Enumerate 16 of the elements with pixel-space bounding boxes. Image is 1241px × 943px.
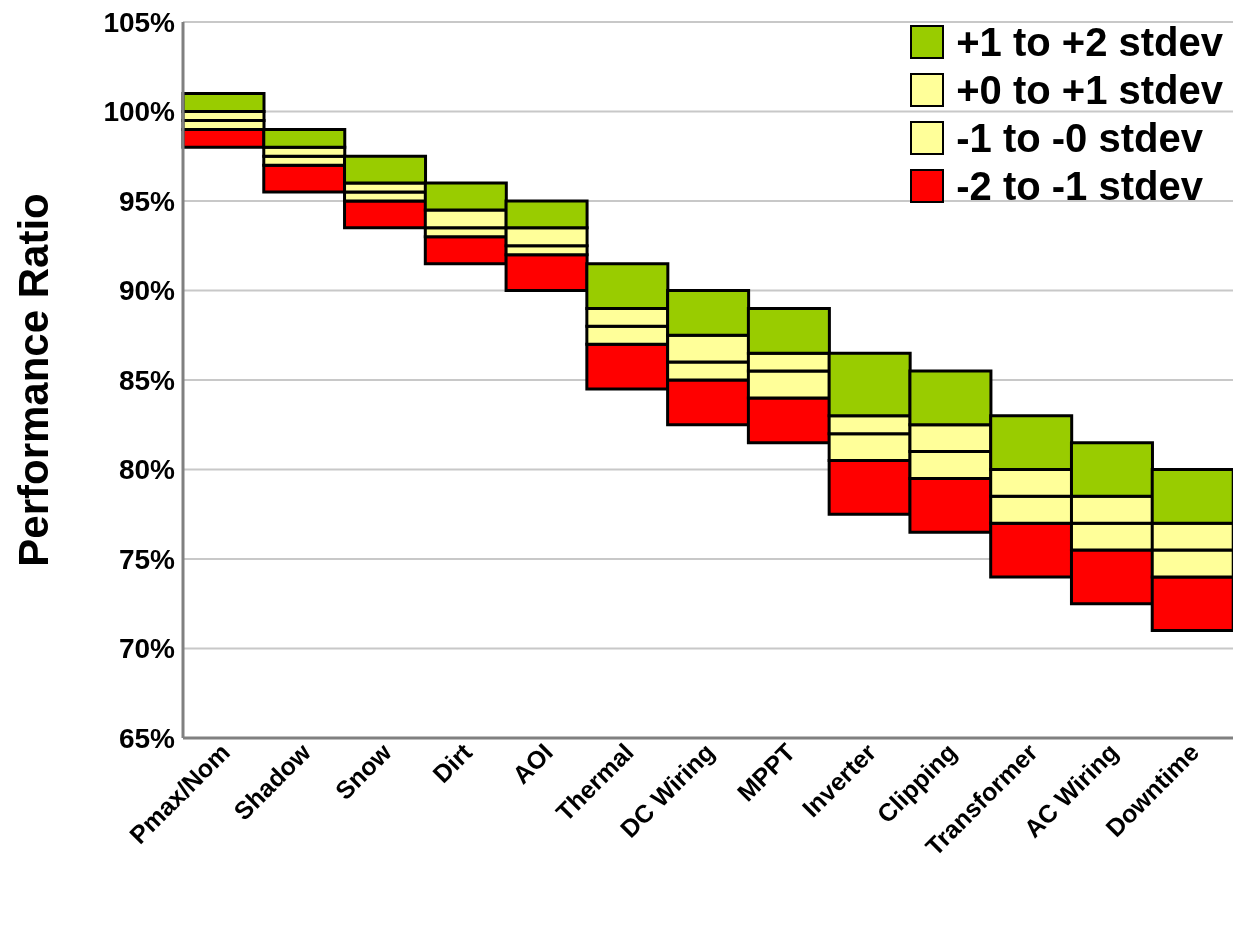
legend-label: +0 to +1 stdev	[956, 67, 1223, 113]
y-tick-label: 65%	[118, 722, 176, 754]
y-tick-label: 90%	[118, 275, 176, 307]
y-tick-label: 70%	[118, 633, 176, 665]
x-tick-label: Dirt	[426, 737, 478, 788]
legend-label: -2 to -1 stdev	[956, 163, 1203, 209]
y-axis-title: Performance Ratio	[10, 193, 57, 567]
legend-label: +1 to +2 stdev	[956, 19, 1223, 65]
y-tick-label: 100%	[103, 96, 176, 128]
y-tick-label: 85%	[118, 364, 176, 396]
legend-label: -1 to -0 stdev	[956, 115, 1203, 161]
y-tick-label: 80%	[118, 454, 176, 486]
y-tick-label: 105%	[103, 6, 176, 38]
y-tick-label: 95%	[118, 185, 176, 217]
x-tick-label: AOI	[506, 737, 558, 789]
y-tick-label: 75%	[118, 543, 176, 575]
